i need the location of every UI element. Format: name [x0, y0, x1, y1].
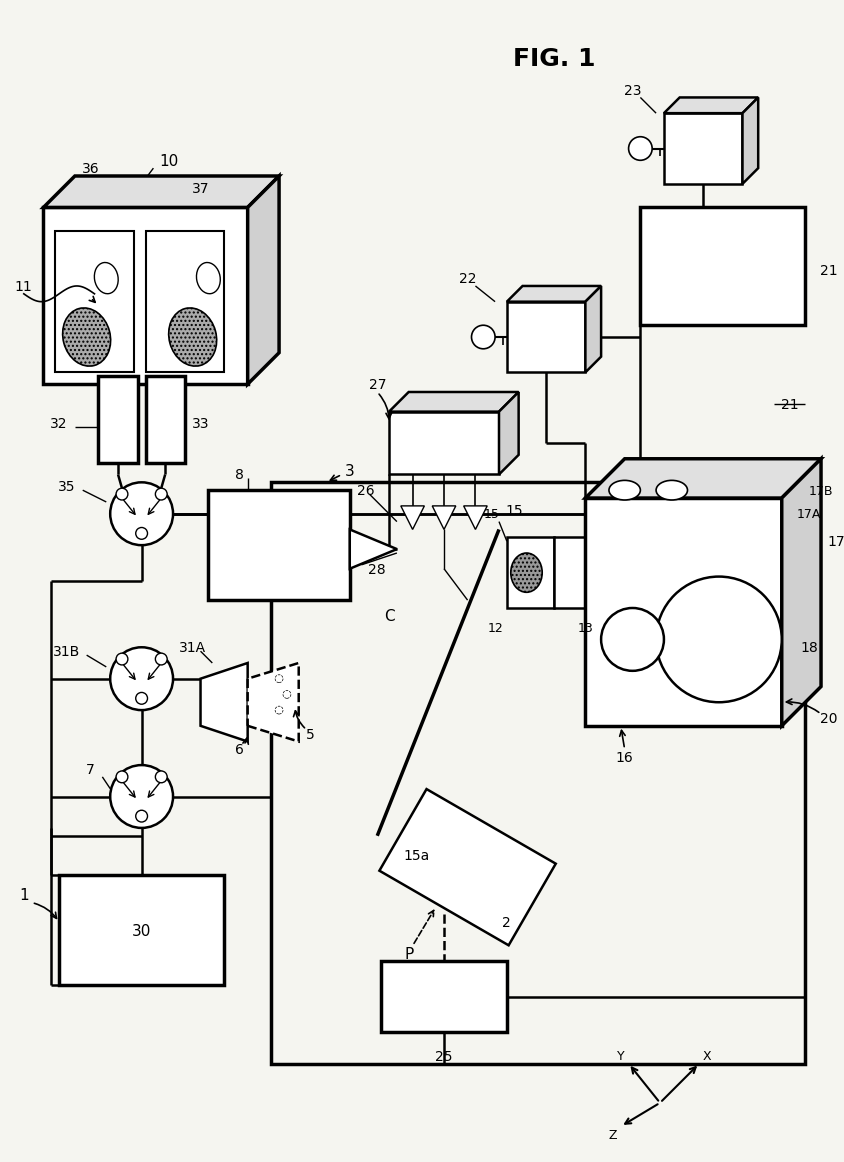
Circle shape — [110, 766, 173, 829]
Text: 8: 8 — [235, 468, 244, 482]
Circle shape — [110, 483, 173, 546]
Text: 36: 36 — [82, 162, 100, 175]
Polygon shape — [463, 507, 487, 530]
Text: 32: 32 — [51, 417, 68, 431]
Bar — [145, 376, 185, 464]
Text: 23: 23 — [623, 84, 641, 98]
Ellipse shape — [169, 309, 216, 367]
Circle shape — [136, 528, 148, 540]
Text: 18: 18 — [799, 640, 817, 654]
Bar — [640, 208, 804, 327]
Polygon shape — [43, 177, 279, 208]
Circle shape — [600, 609, 663, 672]
Polygon shape — [585, 459, 820, 498]
Text: 31B: 31B — [53, 645, 80, 659]
Polygon shape — [247, 177, 279, 385]
Circle shape — [116, 772, 127, 783]
Text: 27: 27 — [368, 378, 386, 392]
Text: FIG. 1: FIG. 1 — [512, 48, 595, 71]
Text: 17: 17 — [827, 535, 844, 548]
Text: C: C — [383, 609, 394, 624]
Bar — [271, 483, 804, 1063]
Polygon shape — [349, 530, 397, 569]
Text: Y: Y — [616, 1049, 624, 1062]
Polygon shape — [781, 459, 820, 726]
Bar — [506, 538, 554, 609]
Polygon shape — [499, 393, 518, 475]
Polygon shape — [663, 99, 757, 114]
Text: 2: 2 — [502, 916, 511, 930]
Text: 17A: 17A — [796, 508, 820, 521]
Circle shape — [471, 327, 495, 350]
Text: 15: 15 — [483, 508, 499, 521]
Circle shape — [155, 653, 167, 666]
Ellipse shape — [95, 264, 118, 294]
Circle shape — [136, 811, 148, 823]
Text: 25: 25 — [435, 1049, 452, 1063]
Ellipse shape — [609, 481, 640, 501]
Text: 17B: 17B — [808, 485, 832, 497]
Text: 16: 16 — [615, 751, 633, 765]
Text: 30: 30 — [132, 923, 151, 938]
Text: 15: 15 — [506, 503, 523, 517]
Polygon shape — [742, 99, 757, 185]
Ellipse shape — [197, 264, 220, 294]
Polygon shape — [388, 393, 518, 413]
Bar — [55, 231, 133, 373]
Bar — [585, 498, 781, 726]
Text: 22: 22 — [458, 272, 476, 286]
Text: 20: 20 — [820, 711, 836, 725]
Bar — [381, 962, 506, 1032]
Circle shape — [155, 772, 167, 783]
Text: 5: 5 — [306, 727, 315, 741]
Polygon shape — [200, 664, 247, 741]
Bar — [388, 413, 499, 475]
Ellipse shape — [62, 309, 111, 367]
Bar — [59, 875, 224, 985]
Circle shape — [628, 137, 652, 162]
Text: Z: Z — [608, 1128, 616, 1141]
Bar — [208, 490, 349, 601]
Circle shape — [656, 578, 781, 703]
Text: 13: 13 — [577, 622, 592, 634]
Text: 3: 3 — [344, 464, 354, 479]
Text: 7: 7 — [86, 762, 95, 776]
Ellipse shape — [511, 553, 542, 593]
Text: P: P — [403, 946, 413, 961]
Text: 15a: 15a — [403, 848, 430, 862]
Polygon shape — [432, 507, 455, 530]
Circle shape — [116, 489, 127, 501]
Bar — [43, 208, 247, 385]
Bar — [98, 376, 138, 464]
Circle shape — [116, 653, 127, 666]
Polygon shape — [585, 287, 600, 373]
Text: 28: 28 — [368, 562, 386, 576]
Bar — [506, 302, 585, 373]
Polygon shape — [247, 664, 299, 741]
Text: 26: 26 — [356, 483, 374, 497]
Ellipse shape — [656, 481, 687, 501]
Text: 1: 1 — [19, 888, 29, 903]
Circle shape — [136, 693, 148, 704]
Text: 35: 35 — [58, 480, 76, 494]
Text: X: X — [702, 1049, 711, 1062]
Bar — [554, 538, 592, 609]
Text: 37: 37 — [192, 181, 209, 195]
Polygon shape — [400, 507, 424, 530]
Text: 11: 11 — [15, 280, 33, 294]
Text: 33: 33 — [192, 417, 209, 431]
Text: 10: 10 — [160, 153, 179, 168]
Text: 31A: 31A — [179, 640, 206, 654]
Polygon shape — [506, 287, 600, 302]
Text: 21: 21 — [820, 264, 836, 278]
Bar — [663, 114, 742, 185]
Text: 6: 6 — [235, 743, 244, 756]
Bar — [145, 231, 224, 373]
Polygon shape — [379, 789, 555, 946]
Text: 21: 21 — [780, 397, 798, 411]
Circle shape — [155, 489, 167, 501]
Circle shape — [110, 647, 173, 710]
Text: 12: 12 — [487, 622, 502, 634]
